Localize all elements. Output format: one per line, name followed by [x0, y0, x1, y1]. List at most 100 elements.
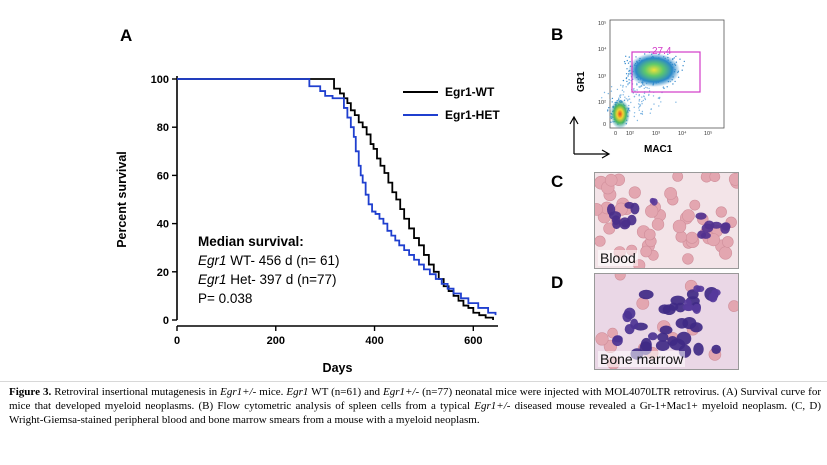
- bone-marrow-smear-drawing: [595, 274, 738, 369]
- panel-letter-a: A: [120, 26, 133, 45]
- flow-event-dot: [635, 56, 637, 58]
- flow-event-dot: [653, 103, 655, 105]
- flow-event-dot: [652, 95, 655, 97]
- red-blood-cell: [682, 209, 695, 222]
- flow-event-dot: [628, 56, 630, 58]
- flow-event-dot: [674, 80, 676, 83]
- flow-ytick: 10⁴: [598, 46, 607, 53]
- flow-xtick: 10⁴: [678, 130, 687, 137]
- series-line-egr1-wt: [177, 78, 494, 320]
- flow-event-dot: [625, 73, 628, 75]
- y-tick-label: 80: [157, 122, 169, 134]
- flow-event-dot: [648, 87, 650, 90]
- y-axis-label: Percent survival: [115, 151, 129, 248]
- flow-event-dot: [639, 103, 641, 106]
- flow-event-dot: [681, 69, 683, 71]
- flow-event-dot: [633, 96, 636, 98]
- red-blood-cell: [595, 203, 603, 216]
- flow-ytick: 10²: [598, 100, 606, 106]
- red-blood-cell: [614, 274, 626, 281]
- median-wt-text: WT- 456 d (n= 61): [226, 253, 340, 268]
- flow-event-dot: [607, 110, 609, 112]
- flow-event-dot: [677, 76, 680, 78]
- flow-event-dot: [638, 105, 641, 108]
- caption-gene: Egr1+/-: [383, 386, 420, 398]
- flow-event-dot: [624, 62, 626, 65]
- stained-nucleus: [655, 340, 670, 351]
- flow-ylabel: GR1: [576, 71, 587, 92]
- flow-event-dot: [628, 79, 630, 81]
- series-line-egr1-het: [177, 78, 497, 316]
- flow-event-dot: [622, 94, 624, 96]
- flow-event-dot: [623, 91, 625, 93]
- blood-label: Blood: [598, 250, 638, 266]
- stained-nucleus: [638, 289, 654, 300]
- panel-letter-d: D: [551, 273, 564, 292]
- caption-gene: Egr1+/-: [474, 400, 511, 413]
- x-axis-label: Days: [323, 361, 353, 375]
- stained-nucleus: [692, 303, 701, 314]
- flow-event-dot: [636, 119, 639, 122]
- stained-nucleus: [651, 198, 658, 206]
- stained-nucleus: [622, 310, 633, 323]
- caption-divider: [0, 381, 827, 382]
- flow-event-dot: [648, 90, 651, 92]
- stained-nucleus: [710, 221, 723, 229]
- x-tick-label: 600: [464, 335, 482, 347]
- flow-event-dot: [616, 88, 619, 91]
- y-tick-label: 20: [157, 267, 169, 279]
- flow-event-dot: [648, 94, 650, 97]
- flow-event-dot: [650, 108, 652, 111]
- stained-nucleus: [630, 318, 639, 330]
- flow-ytick: 10³: [598, 74, 606, 80]
- red-blood-cell: [718, 246, 733, 260]
- flow-event-dot: [618, 97, 620, 99]
- stained-nucleus: [700, 232, 711, 239]
- flow-ytick: 0: [603, 122, 606, 128]
- flow-event-dot: [625, 98, 627, 100]
- flow-event-dot: [675, 101, 677, 103]
- flow-event-dot: [638, 95, 640, 97]
- red-blood-cell: [709, 173, 721, 182]
- legend-label: Egr1-HET: [445, 108, 500, 122]
- stained-nucleus: [627, 214, 637, 226]
- stained-nucleus: [695, 212, 707, 220]
- flow-event-dot: [658, 105, 660, 107]
- flow-event-dot: [630, 101, 632, 104]
- red-blood-cell: [645, 204, 659, 218]
- red-blood-cell: [675, 230, 688, 243]
- flow-event-dot: [641, 96, 643, 98]
- red-blood-cell: [672, 173, 684, 182]
- flow-event-dot: [638, 100, 640, 102]
- flow-tick-labels: 10⁵ 10⁴ 10³ 10² 0 0 10² 10³ 10⁴ 10⁵: [598, 20, 712, 137]
- flow-event-dot: [641, 103, 643, 105]
- caption-text: (n=77) neonatal mice were injected with …: [9, 386, 821, 413]
- flow-event-dot: [638, 107, 640, 109]
- red-blood-cell: [604, 173, 618, 187]
- flow-event-dot: [636, 89, 638, 91]
- y-tick-label: 100: [151, 74, 169, 86]
- flow-xlabel: MAC1: [644, 144, 673, 155]
- flow-xtick: 0: [614, 131, 617, 137]
- flow-event-dot: [624, 96, 626, 98]
- flow-axis-arrows: [569, 115, 611, 159]
- stained-nucleus: [683, 299, 692, 307]
- flow-event-dot: [679, 58, 681, 60]
- flow-event-dot: [635, 93, 637, 96]
- flow-event-dot: [601, 97, 603, 99]
- caption-gene: Egr1: [286, 386, 309, 398]
- flow-event-dot: [626, 59, 628, 62]
- flow-event-dot: [638, 98, 641, 101]
- flow-event-dot: [626, 68, 628, 70]
- red-blood-cell: [689, 199, 701, 211]
- flow-event-dot: [627, 75, 629, 77]
- chart-axes: 0 20 40 60 80 100 0 200 400 600 Days Percent surviv…: [115, 74, 498, 375]
- stained-nucleus: [711, 344, 721, 354]
- red-blood-cell: [728, 300, 738, 312]
- y-tick-label: 40: [157, 219, 169, 231]
- median-het-text: Het- 397 d (n=77): [226, 272, 337, 287]
- flow-xtick: 10³: [652, 131, 660, 137]
- flow-event-dot: [632, 92, 634, 94]
- y-tick-label: 0: [163, 315, 169, 327]
- panel-letter-c: C: [551, 172, 564, 191]
